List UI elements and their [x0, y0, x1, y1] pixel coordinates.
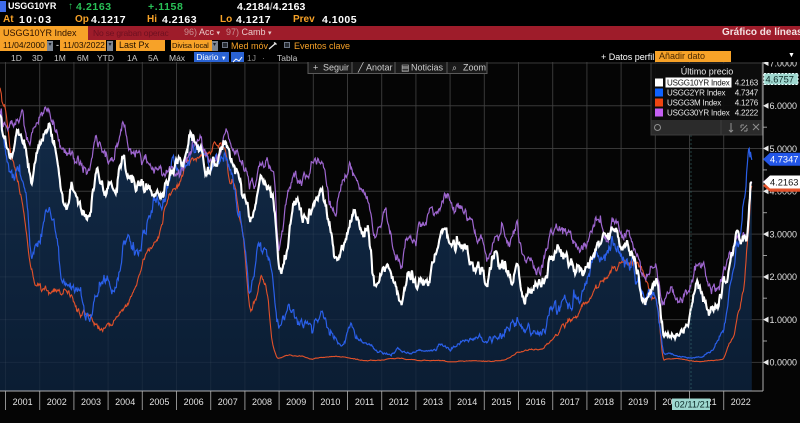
svg-text:2011: 2011: [355, 397, 374, 407]
svg-text:▤: ▤: [401, 63, 410, 73]
svg-text:3.0000: 3.0000: [770, 229, 798, 239]
svg-text:USGG3M Index: USGG3M Index: [667, 99, 721, 108]
svg-text:4.2163: 4.2163: [735, 79, 759, 88]
svg-text:Seguir: Seguir: [323, 63, 349, 73]
svg-text:2018: 2018: [594, 397, 614, 407]
svg-text:2012: 2012: [389, 397, 409, 407]
svg-text:0.0000: 0.0000: [770, 358, 798, 368]
svg-text:2015: 2015: [491, 397, 511, 407]
svg-text:7.0000: 7.0000: [770, 58, 798, 68]
svg-text:2019: 2019: [628, 397, 648, 407]
svg-text:2017: 2017: [560, 397, 580, 407]
svg-text:1.0000: 1.0000: [770, 315, 798, 325]
svg-text:2001: 2001: [13, 397, 33, 407]
svg-text:2.0000: 2.0000: [770, 272, 798, 282]
svg-text:2002: 2002: [47, 397, 67, 407]
svg-text:4.2163: 4.2163: [770, 178, 798, 188]
svg-text:USGG2YR Index: USGG2YR Index: [667, 89, 726, 98]
svg-text:2014: 2014: [457, 397, 477, 407]
svg-text:5.0000: 5.0000: [770, 144, 798, 154]
svg-text:2009: 2009: [286, 397, 306, 407]
svg-text:4.2222: 4.2222: [735, 109, 759, 118]
svg-text:Último precio: Último precio: [681, 67, 734, 77]
svg-text:+: +: [313, 63, 318, 73]
svg-text:2007: 2007: [218, 397, 238, 407]
svg-text:2006: 2006: [184, 397, 204, 407]
svg-text:2013: 2013: [423, 397, 443, 407]
svg-text:Zoom: Zoom: [463, 63, 486, 73]
svg-text:4.7347: 4.7347: [770, 155, 798, 165]
svg-text:⌕: ⌕: [452, 63, 457, 73]
svg-text:2016: 2016: [526, 397, 546, 407]
svg-text:4.1276: 4.1276: [735, 99, 759, 108]
svg-text:02/11/21: 02/11/21: [675, 400, 711, 410]
svg-text:6.0000: 6.0000: [770, 101, 798, 111]
svg-text:USGG10YR Index: USGG10YR Index: [667, 79, 730, 88]
svg-text:2004: 2004: [115, 397, 135, 407]
svg-text:2003: 2003: [81, 397, 101, 407]
svg-text:2022: 2022: [731, 397, 751, 407]
svg-text:4.7347: 4.7347: [735, 89, 759, 98]
svg-text:╱: ╱: [357, 62, 364, 74]
svg-text:Anotar: Anotar: [366, 63, 393, 73]
svg-text:2008: 2008: [252, 397, 272, 407]
svg-text:2005: 2005: [149, 397, 169, 407]
svg-text:4.6757: 4.6757: [766, 75, 794, 85]
svg-text:2010: 2010: [320, 397, 340, 407]
svg-text:Noticias: Noticias: [411, 63, 444, 73]
svg-text:USGG30YR Index: USGG30YR Index: [667, 109, 730, 118]
